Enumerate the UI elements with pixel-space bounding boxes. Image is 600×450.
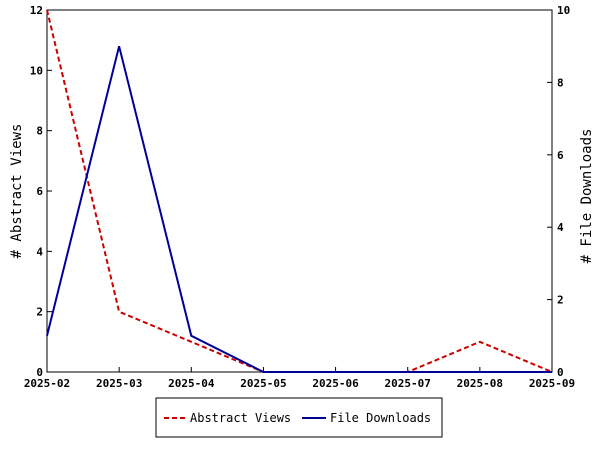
left-tick-label: 0 — [36, 366, 43, 379]
x-tick-label: 2025-03 — [96, 377, 142, 390]
left-tick-label: 8 — [36, 125, 43, 138]
series-line-file-downloads — [46, 45, 552, 373]
x-tick-label: 2025-06 — [312, 377, 359, 390]
y-axis-left-title: # Abstract Views — [9, 124, 25, 259]
legend: Abstract Views File Downloads — [155, 397, 443, 438]
x-tick-label: 2025-07 — [385, 377, 431, 390]
x-tick-label: 2025-09 — [529, 377, 575, 390]
x-tick-label: 2025-04 — [168, 377, 215, 390]
right-tick-label: 6 — [557, 149, 564, 162]
x-tick-label: 2025-05 — [240, 377, 286, 390]
right-tick-label: 8 — [557, 76, 564, 89]
x-tick-label: 2025-08 — [457, 377, 503, 390]
series-line-abstract-views — [46, 9, 553, 373]
legend-label-abstract-views: Abstract Views — [190, 411, 291, 425]
left-tick-label: 10 — [30, 64, 43, 77]
left-tick-label: 4 — [36, 245, 43, 258]
right-tick-label: 4 — [557, 221, 564, 234]
left-tick-label: 6 — [36, 185, 43, 198]
right-tick-label: 10 — [557, 4, 570, 17]
right-tick-label: 0 — [557, 366, 564, 379]
left-tick-label: 12 — [30, 4, 43, 17]
legend-box — [155, 397, 443, 438]
legend-label-file-downloads: File Downloads — [330, 411, 431, 425]
right-tick-label: 2 — [557, 294, 564, 307]
y-axis-right-title: # File Downloads — [579, 129, 595, 264]
x-tick-label: 2025-02 — [24, 377, 70, 390]
left-tick-label: 2 — [36, 306, 43, 319]
